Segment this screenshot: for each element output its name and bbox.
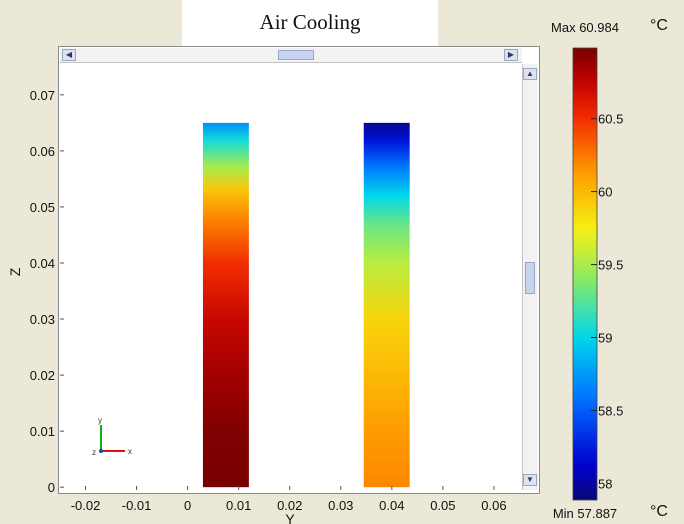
title-background	[182, 0, 438, 46]
y-axis-label: Z	[7, 267, 23, 276]
x-tick-label: 0.01	[226, 498, 251, 513]
triad-y-label: y	[98, 416, 102, 425]
triad-x-label: x	[128, 447, 132, 456]
scroll-up-button[interactable]: ▲	[523, 68, 537, 80]
x-axis-label: Y	[285, 511, 295, 524]
scroll-left-button[interactable]: ◀	[62, 49, 76, 61]
y-tick-label: 0.02	[30, 368, 55, 383]
colorbar: 60.5 60 59.5 59 58.5 58 Max 60.984 Min 57.887 °C…	[551, 17, 668, 521]
colorbar-unit-top: °C	[650, 17, 668, 34]
y-axis: 0 0.01 0.02 0.03 0.04 0.05 0.06 0.07 Z	[7, 88, 64, 495]
scroll-down-button[interactable]: ▼	[523, 474, 537, 486]
chart-title: Air Cooling	[259, 10, 361, 34]
y-tick-label: 0.04	[30, 256, 55, 271]
plot-viewport	[58, 46, 540, 494]
scroll-right-button[interactable]: ▶	[504, 49, 518, 61]
horizontal-scroll-thumb[interactable]	[278, 50, 314, 60]
horizontal-scrollbar[interactable]: ◀ ▶	[60, 48, 522, 63]
vertical-scrollbar[interactable]: ▲ ▼	[522, 64, 538, 490]
colorbar-tick-label: 60	[598, 185, 612, 200]
x-tick-label: 0.05	[430, 498, 455, 513]
triad-z-label: z	[92, 448, 96, 457]
x-tick-label: -0.02	[71, 498, 101, 513]
colorbar-tick-label: 58.5	[598, 404, 623, 419]
y-tick-label: 0.05	[30, 200, 55, 215]
cell-right	[363, 122, 410, 488]
colorbar-tick-label: 59.5	[598, 258, 623, 273]
x-tick-label: 0	[184, 498, 191, 513]
x-tick-label: 0.03	[328, 498, 353, 513]
vertical-scroll-thumb[interactable]	[525, 262, 535, 294]
x-tick-label: -0.01	[122, 498, 152, 513]
x-tick-label: 0.02	[277, 498, 302, 513]
axis-triad: x y z	[92, 416, 132, 457]
x-axis: -0.02 -0.01 0 0.01 0.02 0.03 0.04 0.05 0.06 Y	[71, 486, 507, 524]
triad-z-axis	[99, 449, 103, 453]
colorbar-min-label: Min 57.887	[553, 506, 617, 521]
colorbar-strip	[572, 47, 598, 501]
colorbar-tick-label: 58	[598, 477, 612, 492]
cell-left	[202, 122, 249, 488]
y-tick-label: 0	[48, 480, 55, 495]
y-tick-label: 0.07	[30, 88, 55, 103]
colorbar-max-label: Max 60.984	[551, 20, 619, 35]
y-tick-label: 0.03	[30, 312, 55, 327]
temperature-regions	[202, 122, 410, 488]
x-tick-label: 0.06	[481, 498, 506, 513]
colorbar-tick-label: 59	[598, 331, 612, 346]
y-tick-label: 0.01	[30, 424, 55, 439]
colorbar-unit-bottom: °C	[650, 503, 668, 520]
y-tick-label: 0.06	[30, 144, 55, 159]
colorbar-tick-label: 60.5	[598, 112, 623, 127]
x-tick-label: 0.04	[379, 498, 404, 513]
